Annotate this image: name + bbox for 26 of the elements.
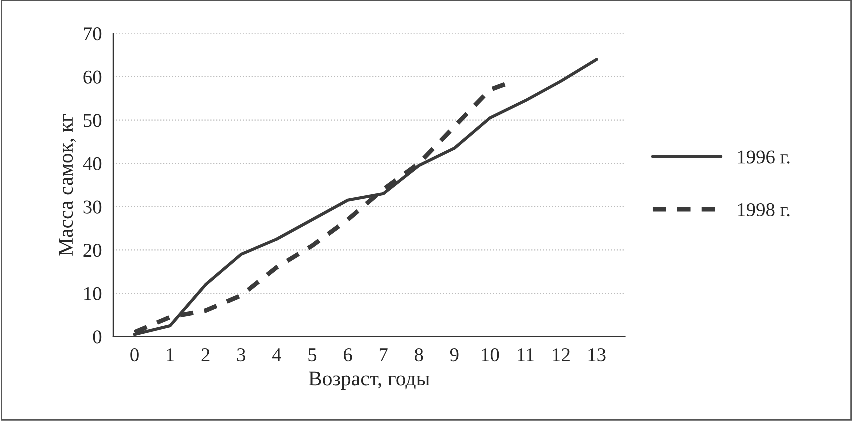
x-tick-label: 4 xyxy=(272,348,282,362)
y-tick-label: 0 xyxy=(93,330,102,344)
x-tick-label: 12 xyxy=(553,348,570,362)
x-tick-label: 0 xyxy=(130,348,139,362)
x-tick-label: 7 xyxy=(380,348,388,362)
x-tick-label: 1 xyxy=(167,348,174,362)
y-tick-label: 20 xyxy=(84,244,102,258)
y-tick-label: 70 xyxy=(84,27,102,41)
x-tick-label: 9 xyxy=(450,348,459,362)
y-tick-label: 50 xyxy=(84,114,102,128)
x-tick-label: 3 xyxy=(237,348,246,362)
x-tick-label: 8 xyxy=(414,348,424,362)
y-axis-title: Масса самок, кг xyxy=(59,114,76,256)
x-tick-label: 2 xyxy=(202,348,210,362)
y-tick-label: 30 xyxy=(84,200,102,214)
y-tick-label: 10 xyxy=(84,287,102,300)
x-axis-title: Возраст, годы xyxy=(309,372,430,390)
x-tick-label: 13 xyxy=(588,348,606,362)
legend-label: 1998 г. xyxy=(738,203,790,217)
x-tick-label: 11 xyxy=(518,348,534,362)
y-tick-label: 40 xyxy=(83,157,102,171)
legend-label: 1996 г. xyxy=(738,150,790,164)
x-tick-label: 10 xyxy=(482,348,500,362)
x-tick-label: 6 xyxy=(344,348,352,362)
x-tick-label: 5 xyxy=(308,348,317,362)
y-tick-label: 60 xyxy=(84,70,102,84)
